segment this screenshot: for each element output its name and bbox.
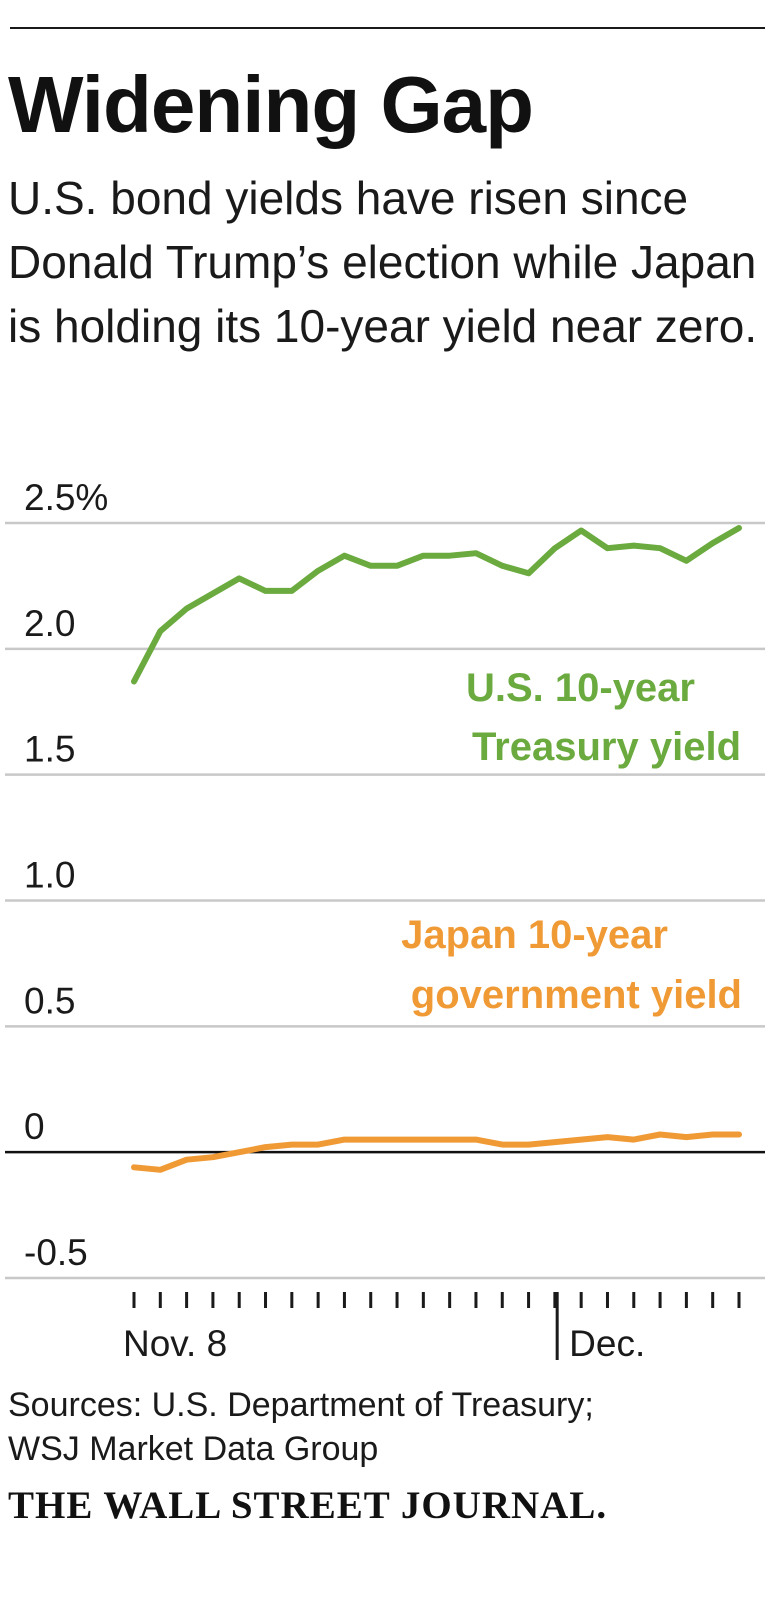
top-rule [10,27,765,29]
chart-subtitle: U.S. bond yields have risen since Donald… [8,172,758,352]
chart-title: Widening Gap [8,60,534,149]
sources-line-1: Sources: U.S. Department of Treasury; [8,1386,594,1424]
wsj-masthead: THE WALL STREET JOURNAL. [8,1484,608,1527]
sources-line-2: WSJ Market Data Group [8,1430,379,1468]
x-tick-label: Dec. [569,1323,645,1360]
y-tick-label: 0.5 [24,980,75,1021]
japan-yield-line [131,1131,742,1173]
y-tick-label: 2.5% [24,477,108,518]
y-tick-label: 0 [24,1106,45,1147]
us-treasury-line [131,525,742,685]
series-label: Japan 10-year [401,913,668,957]
series-label: government yield [411,973,742,1017]
y-tick-label: 1.0 [24,855,75,896]
x-tick-label: Nov. 8 [123,1323,227,1360]
y-tick-label: 2.0 [24,603,75,644]
y-tick-label: -0.5 [24,1232,88,1273]
sources-note: Sources: U.S. Department of Treasury; WS… [8,1383,594,1471]
y-tick-label: 1.5 [24,729,75,770]
series-label: Treasury yield [472,725,741,769]
line-chart: 2.5% 2.0 1.5 1.0 0.5 0 -0.5 Nov. 8 Dec. U.S. 10-y… [5,477,765,1360]
series-label: U.S. 10-year [466,666,695,710]
